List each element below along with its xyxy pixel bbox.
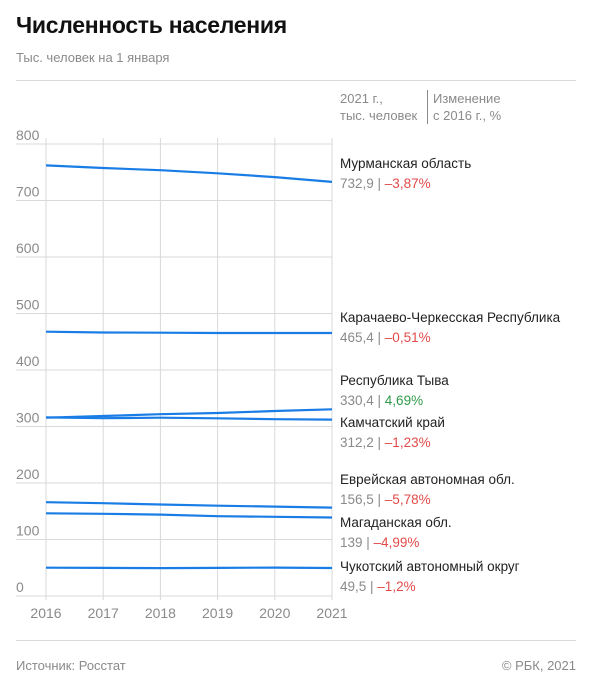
page-title: Численность населения	[16, 12, 287, 38]
series-value: 732,9 |	[340, 176, 385, 191]
series-change: –0,51%	[385, 330, 431, 345]
x-tick-label: 2017	[88, 605, 119, 621]
series-change: –1,23%	[385, 435, 431, 450]
x-tick-label: 2020	[259, 605, 290, 621]
y-tick-label: 700	[16, 184, 40, 200]
series-value: 49,5 |	[340, 579, 377, 594]
series-line	[45, 512, 333, 519]
series-value-label: 156,5 | –5,78%	[340, 492, 431, 507]
series-name-label: Мурманская область	[340, 156, 471, 171]
series-name-label: Карачаево-Черкесская Республика	[340, 310, 561, 325]
x-tick-label: 2021	[316, 605, 347, 621]
series-name-label: Республика Тыва	[340, 373, 449, 388]
series-value-label: 732,9 | –3,87%	[340, 176, 431, 191]
series-value: 312,2 |	[340, 435, 385, 450]
x-tick-label: 2016	[30, 605, 61, 621]
column-separator	[427, 90, 428, 124]
y-tick-label: 100	[16, 523, 40, 539]
y-tick-label: 200	[16, 466, 40, 482]
series-name-label: Чукотский автономный округ	[340, 559, 520, 574]
x-tick-label: 2019	[202, 605, 233, 621]
series-change: –1,2%	[377, 579, 415, 594]
source-note: Источник: Росстат	[16, 658, 126, 673]
series-change: –3,87%	[385, 176, 431, 191]
series-value: 139 |	[340, 535, 374, 550]
y-tick-label: 600	[16, 240, 40, 256]
series-value: 156,5 |	[340, 492, 385, 507]
series-value-label: 139 | –4,99%	[340, 535, 419, 550]
change-column-header: Изменение с 2016 г., %	[433, 91, 502, 123]
line-chart: 0 100 200 300 400 500 600 700 800 2016 2017 2018 201…	[16, 127, 561, 621]
y-tick-label: 800	[16, 127, 40, 143]
series-change: 4,69%	[385, 393, 423, 408]
series-line	[45, 408, 333, 419]
series-value-label: 49,5 | –1,2%	[340, 579, 416, 594]
value-column-header: 2021 г., тыс. человек	[340, 91, 418, 123]
y-tick-label: 400	[16, 353, 40, 369]
copyright-note: © РБК, 2021	[501, 658, 576, 673]
series-value-label: 330,4 | 4,69%	[340, 393, 423, 408]
series-value-label: 312,2 | –1,23%	[340, 435, 431, 450]
y-tick-label: 300	[16, 410, 40, 426]
series-name-label: Камчатский край	[340, 415, 445, 430]
x-tick-label: 2018	[145, 605, 176, 621]
top-divider	[16, 80, 576, 81]
series-name-label: Еврейская автономная обл.	[340, 472, 515, 487]
series-line	[45, 330, 332, 335]
page-subtitle: Тыс. человек на 1 января	[16, 50, 170, 65]
series-value-label: 465,4 | –0,51%	[340, 330, 431, 345]
series-line	[45, 566, 333, 570]
y-tick-label: 500	[16, 297, 40, 313]
series-change: –5,78%	[385, 492, 431, 507]
bottom-divider	[16, 640, 576, 641]
series-value: 330,4 |	[340, 393, 385, 408]
series-change: –4,99%	[374, 535, 420, 550]
series-name-label: Магаданская обл.	[340, 515, 452, 530]
y-tick-label: 0	[16, 579, 24, 595]
series-line	[45, 416, 333, 421]
series-value: 465,4 |	[340, 330, 385, 345]
series-line	[45, 501, 333, 509]
series-line	[45, 164, 333, 183]
